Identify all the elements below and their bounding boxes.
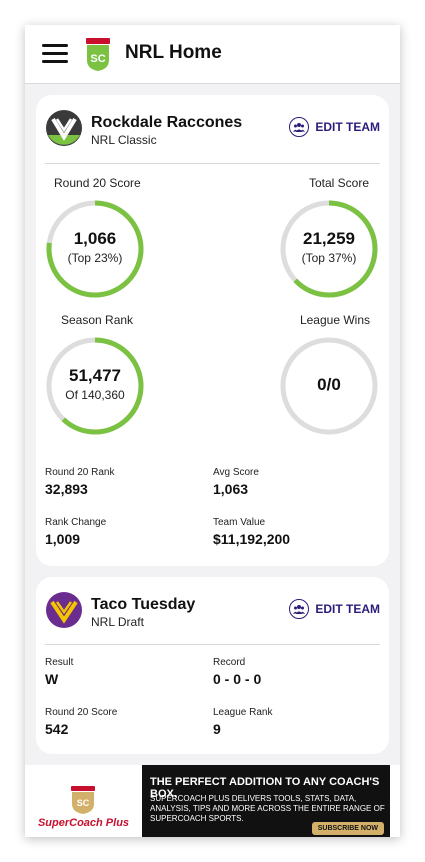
stat-value: 1,063 — [213, 481, 249, 497]
stat-value: W — [45, 671, 59, 687]
users-icon — [289, 599, 310, 619]
stat-label: Round 20 Rank — [45, 467, 115, 478]
stat-record: Record 0 - 0 - 0 — [213, 657, 261, 687]
team-logo-icon — [46, 110, 82, 146]
edit-team-label: EDIT TEAM — [315, 602, 380, 616]
supercoach-logo-icon: SC — [71, 786, 95, 814]
supercoach-plus-ad[interactable]: SC SuperCoach Plus THE PERFECT ADDITION … — [25, 765, 400, 837]
team-card-draft: Taco Tuesday NRL Draft EDIT TEAM Result … — [36, 577, 389, 754]
stat-label: Round 20 Score — [45, 707, 118, 718]
edit-team-button[interactable]: EDIT TEAM — [289, 597, 380, 621]
hamburger-icon[interactable] — [42, 44, 68, 64]
ad-headline: THE PERFECT ADDITION TO ANY COACH'S BOX. — [150, 776, 380, 800]
svg-text:SC: SC — [77, 798, 90, 808]
users-icon — [289, 117, 310, 137]
stat-result: Result W — [45, 657, 73, 687]
stat-value: $11,192,200 — [213, 531, 291, 547]
subscribe-button[interactable]: SUBSCRIBE NOW — [311, 822, 384, 835]
stat-label: Rank Change — [45, 517, 107, 528]
ad-brand-panel: SC SuperCoach Plus — [25, 765, 142, 837]
stat-value: 0 - 0 - 0 — [213, 671, 262, 687]
edit-team-label: EDIT TEAM — [315, 120, 380, 134]
league-wins-title: League Wins — [299, 313, 370, 327]
round-score-title: Round 20 Score — [54, 176, 141, 190]
stat-label: Avg Score — [213, 467, 259, 478]
total-score-rank: (Top 37%) — [301, 251, 357, 265]
league-name: NRL Draft — [91, 615, 144, 629]
page-title: NRL Home — [125, 42, 222, 63]
stat-round-score: Round 20 Score 542 — [45, 707, 117, 737]
team-header: Taco Tuesday NRL Draft EDIT TEAM — [45, 591, 380, 631]
stat-value: 542 — [45, 721, 69, 737]
stat-value: 32,893 — [45, 481, 88, 497]
supercoach-logo-icon[interactable]: SC — [84, 36, 112, 72]
ad-body: SUPERCOACH PLUS DELIVERS TOOLS, STATS, D… — [150, 794, 385, 823]
season-rank-total: Of 140,360 — [65, 388, 125, 402]
stat-label: League Rank — [213, 707, 273, 718]
ad-brand-name: SuperCoach Plus — [37, 817, 130, 829]
round-score-ring: 1,066 (Top 23%) — [45, 199, 145, 299]
total-score-title: Total Score — [308, 176, 369, 190]
stat-rank-change: Rank Change 1,009 — [45, 517, 106, 547]
stat-label: Team Value — [213, 517, 266, 528]
league-name: NRL Classic — [91, 133, 157, 147]
round-score-value: 1,066 — [73, 229, 117, 248]
stat-team-value: Team Value $11,192,200 — [213, 517, 290, 547]
stat-value: 9 — [213, 721, 221, 737]
league-wins-value: 0/0 — [317, 375, 341, 394]
stat-label: Record — [213, 657, 246, 668]
divider — [45, 644, 380, 645]
stat-value: 1,009 — [45, 531, 81, 547]
season-rank-ring: 51,477 Of 140,360 — [45, 336, 145, 436]
total-score-ring: 21,259 (Top 37%) — [279, 199, 379, 299]
stat-league-rank: League Rank 9 — [213, 707, 273, 737]
total-score-value: 21,259 — [303, 229, 355, 248]
divider — [45, 163, 380, 164]
top-bar: SC NRL Home — [25, 25, 400, 84]
team-name: Rockdale Raccones — [91, 114, 243, 131]
stat-avg-score: Avg Score 1,063 — [213, 467, 259, 497]
league-wins-ring: 0/0 — [279, 336, 379, 436]
team-header: Rockdale Raccones NRL Classic EDIT TEAM — [45, 109, 380, 149]
team-card-classic: Rockdale Raccones NRL Classic EDIT TEAM … — [36, 95, 389, 566]
season-rank-value: 51,477 — [69, 366, 121, 385]
svg-text:SC: SC — [90, 53, 105, 65]
season-rank-title: Season Rank — [61, 313, 134, 327]
edit-team-button[interactable]: EDIT TEAM — [289, 115, 380, 139]
stat-round-rank: Round 20 Rank 32,893 — [45, 467, 115, 497]
ad-copy-panel: THE PERFECT ADDITION TO ANY COACH'S BOX.… — [142, 765, 390, 837]
team-name: Taco Tuesday — [91, 596, 196, 613]
app-screen: SC NRL Home Rockdale Raccones NRL Classi… — [25, 25, 400, 837]
round-score-rank: (Top 23%) — [67, 251, 123, 265]
team-logo-icon — [46, 592, 82, 628]
stat-label: Result — [45, 657, 74, 668]
